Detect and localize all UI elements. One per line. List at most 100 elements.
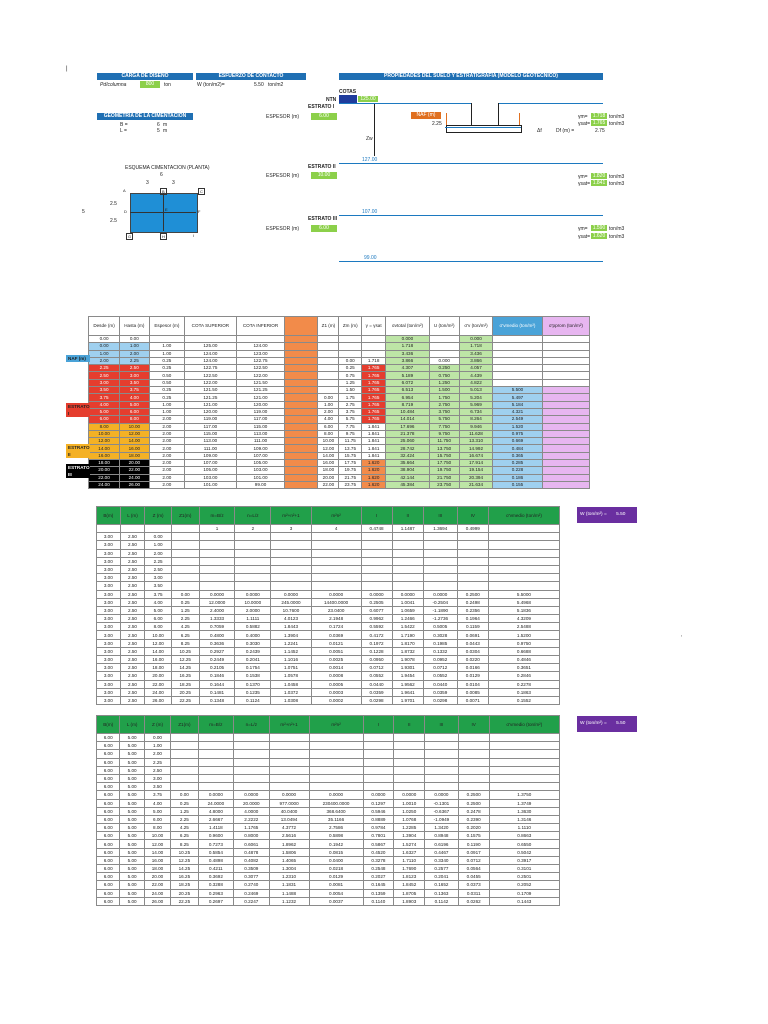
plan-dim-l1: 2.5 [110, 201, 117, 207]
table-cell: 0.0262 [457, 896, 490, 906]
table-cell [284, 451, 319, 461]
table-cell: 2.25 [170, 614, 200, 624]
table-cell: 5.00 [119, 806, 145, 816]
table-cell: 1.0250 [393, 806, 426, 816]
table-cell: 5.00 [119, 872, 145, 882]
table-cell: 1.0372 [270, 687, 312, 697]
table-cell: 19.750 [428, 466, 460, 475]
table-cell: 6.734 [458, 407, 494, 417]
table-cell [198, 564, 236, 575]
table-cell: 1.8170 [391, 638, 424, 648]
table-cell: 2.50 [119, 622, 146, 632]
table-row: 6.00 5.00 6.00 2.25 2.6667 2.2222 13.0494 35.11… [95, 814, 561, 825]
table-cell [233, 732, 270, 743]
table-cell: 1.620 [361, 466, 387, 475]
table-cell: 24.00 [87, 480, 121, 490]
table-cell: 0.00 [170, 790, 199, 800]
table-cell [308, 782, 364, 792]
table-cell: 0.0000 [233, 790, 270, 800]
table-cell: 2.6667 [197, 814, 235, 825]
table-cell: 122.75 [235, 356, 286, 366]
table-cell: 0.155 [492, 480, 543, 490]
table-cell: 10.25 [170, 646, 200, 657]
col-header: IV [456, 506, 489, 525]
estrato2-gsat[interactable]: 1.841 [591, 180, 607, 186]
table-cell: 0.3030 [234, 638, 272, 648]
table-cell: 3.00 [96, 654, 121, 665]
table-cell: 5.00 [119, 814, 145, 825]
estrato2-esp[interactable]: 10.00 [311, 172, 337, 179]
table-cell [308, 757, 364, 767]
table-cell [422, 573, 458, 583]
table-cell: 1.718 [361, 356, 387, 366]
table-cell: 1.3750 [488, 790, 561, 800]
table-cell [360, 532, 393, 542]
estrato1-gm[interactable]: 1.718 [591, 113, 607, 119]
table-cell: 0.1575 [457, 831, 490, 841]
plan-footing [130, 193, 198, 233]
table-cell [541, 429, 591, 439]
table-cell: 1.75 [338, 393, 363, 402]
table-cell: 10.484 [385, 407, 430, 417]
table-cell [268, 741, 310, 751]
table-cell: 42.144 [385, 473, 430, 482]
table-row: 22.00 24.00 2.00 103.00 101.00 20.00 21.75 1.62… [87, 473, 591, 482]
table-cell: 5.00 [119, 400, 150, 409]
estrato3-gm[interactable]: 1.590 [591, 225, 607, 231]
table-cell [457, 749, 490, 759]
table-cell: 11.75 [338, 437, 363, 446]
table-cell [284, 393, 319, 402]
estrato2-gm[interactable]: 1.820 [591, 173, 607, 179]
table-cell: 0.3509 [233, 863, 270, 874]
plan-point-d: D [124, 209, 127, 214]
table-cell: 1.0768 [393, 814, 426, 825]
cotas-label: COTAS [339, 89, 357, 95]
table-cell: 0.0000 [234, 589, 272, 599]
table-cell: 3.00 [96, 630, 121, 640]
contact-label: W (ton/m2)= [197, 82, 225, 88]
table-cell: 0.00 [87, 334, 121, 344]
table-cell: 0.228 [492, 466, 543, 475]
estrato2-esp-label: ESPESOR (m) [266, 173, 300, 179]
table-cell: 11.750 [428, 437, 460, 446]
table-cell [487, 540, 561, 550]
col-header: U (ton/m²) [428, 316, 460, 336]
table-cell: 8.25 [170, 839, 199, 849]
col-header: III [424, 715, 459, 734]
table-cell: 6.00 [95, 880, 121, 890]
table-cell: 0.8948 [424, 831, 459, 841]
table-cell [284, 349, 319, 358]
footing-column [471, 103, 499, 125]
table-cell [456, 540, 489, 550]
load-value[interactable]: 800 [140, 81, 160, 88]
table-cell: 22.00 [143, 880, 172, 890]
table-cell [270, 556, 312, 566]
table-cell: 0.4898 [197, 855, 235, 866]
estrato1-esp[interactable]: 6.00 [311, 113, 337, 120]
table-cell: 1.0010 [393, 798, 426, 808]
table-cell: 3.00 [96, 638, 121, 648]
table-cell: 0.0304 [456, 646, 489, 657]
table-cell [393, 782, 426, 792]
table-cell: 12.00 [144, 638, 172, 648]
table-cell: 0.9750 [487, 638, 561, 648]
col-header: III [422, 506, 458, 525]
table-cell: 111.00 [184, 444, 237, 453]
estrato3-esp[interactable]: 6.00 [311, 225, 337, 232]
table-cell: 0.0054 [308, 888, 364, 898]
table-row: 2.25 2.50 0.25 122.75 122.50 0.25 1.765 4.307 0.… [87, 364, 591, 373]
table-cell: 13.0494 [268, 814, 310, 825]
estrato1-gsat[interactable]: 1.765 [591, 120, 607, 126]
table-cell: 0.4211 [197, 863, 235, 874]
table-cell [391, 548, 424, 558]
col-header: I [360, 506, 393, 525]
table-cell: 0.5592 [360, 622, 393, 632]
table-cell: 1.00 [148, 342, 186, 351]
col-header: II [393, 715, 426, 734]
table-cell [284, 334, 319, 344]
table-cell: 0.1159 [456, 622, 489, 632]
estrato3-gsat[interactable]: 1.620 [591, 233, 607, 239]
table-cell [360, 581, 393, 591]
table-row: 5.00 6.00 1.00 120.00 119.00 2.00 3.75 1.765 10.… [87, 407, 591, 417]
table-cell: 0.1124 [234, 695, 272, 706]
